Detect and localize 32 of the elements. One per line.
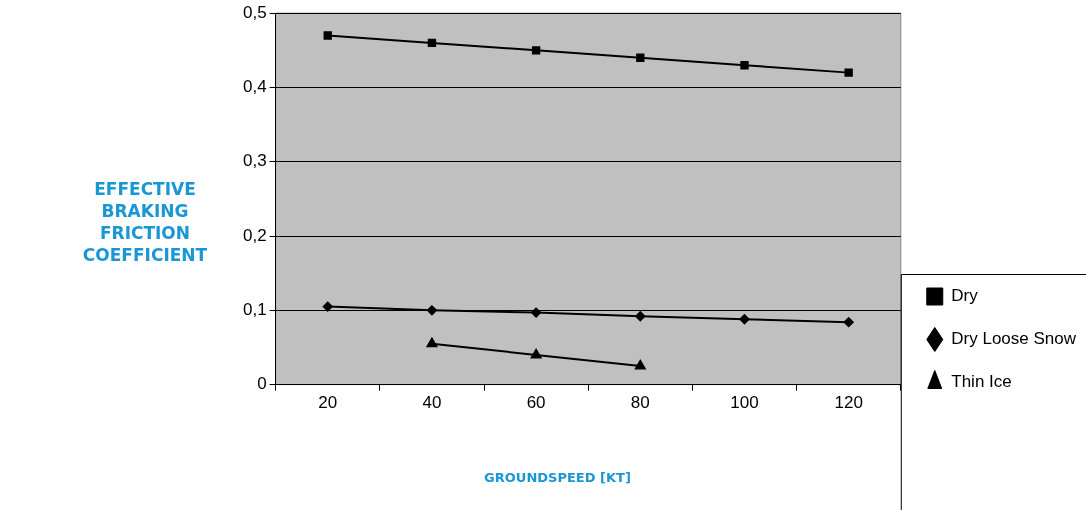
legend-label: Thin Ice bbox=[951, 372, 1012, 392]
x-tick-label: 40 bbox=[422, 393, 442, 413]
point bbox=[426, 337, 438, 348]
point bbox=[635, 311, 646, 322]
x-tick-label: 100 bbox=[730, 393, 759, 413]
y-tick-label: 0,1 bbox=[242, 300, 267, 320]
x-tick-label: 120 bbox=[834, 393, 863, 413]
point bbox=[634, 360, 646, 370]
point bbox=[843, 317, 854, 328]
y-tick-label: 0,2 bbox=[242, 225, 267, 245]
point bbox=[740, 61, 749, 70]
y-tick-label: 0,4 bbox=[242, 77, 267, 97]
y-tick-label: 0,5 bbox=[242, 2, 267, 22]
x-tick-label: 80 bbox=[630, 393, 650, 413]
point bbox=[322, 301, 333, 312]
x-tick-label: 20 bbox=[318, 393, 338, 413]
point bbox=[636, 53, 645, 62]
y-axis-title: EFFECTIVE BRAKING FRICTION COEFFICIENT bbox=[81, 178, 209, 266]
y-tick-label: 0,3 bbox=[242, 151, 267, 171]
point bbox=[530, 348, 542, 359]
y-tick-label: 0 bbox=[257, 374, 267, 394]
point bbox=[426, 305, 437, 316]
x-axis-title: GROUNDSPEED [KT] bbox=[483, 470, 632, 485]
point bbox=[531, 46, 541, 55]
legend-label: Dry Loose Snow bbox=[951, 329, 1077, 349]
point bbox=[427, 38, 437, 48]
point bbox=[531, 307, 542, 318]
x-tick-label: 60 bbox=[526, 393, 546, 413]
legend-label: Dry bbox=[951, 286, 979, 306]
point bbox=[323, 31, 332, 40]
point bbox=[739, 314, 750, 325]
point bbox=[844, 68, 853, 77]
